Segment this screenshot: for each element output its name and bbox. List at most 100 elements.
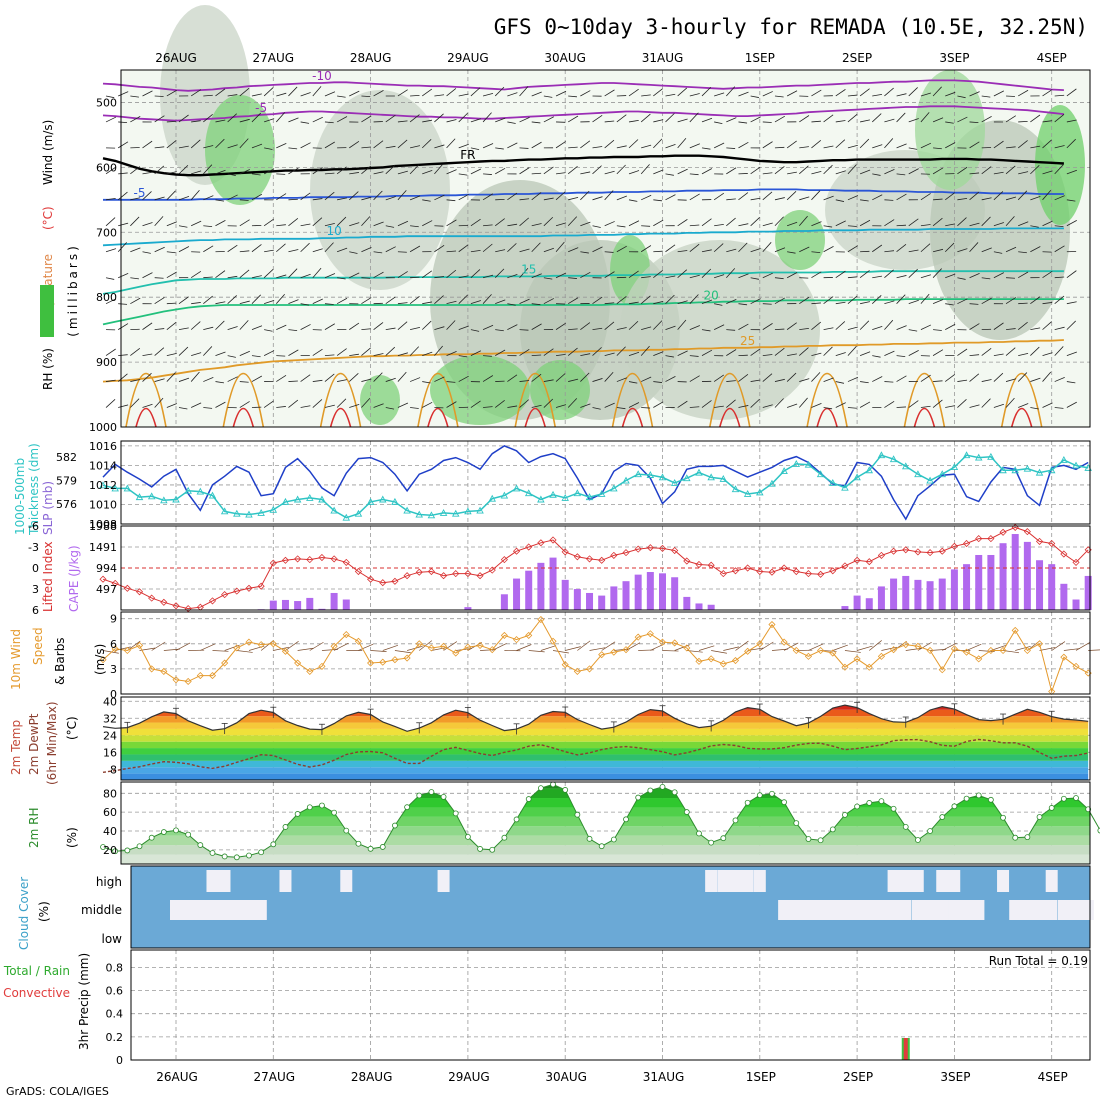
wind-barb (337, 197, 347, 201)
wind-barb (823, 164, 833, 175)
wind-speed-marker (938, 666, 946, 674)
wind-barb (555, 404, 567, 408)
thickness-marker (853, 473, 861, 481)
wind-barb-10m (565, 646, 581, 651)
rh-marker (915, 837, 921, 843)
wind-barb (653, 351, 664, 356)
wind-barb (714, 223, 724, 227)
date-label-bottom: 4SEP (1038, 1070, 1068, 1084)
wind-barb (872, 244, 883, 253)
wind-barb (969, 141, 980, 149)
wind-barb (641, 94, 651, 97)
wind-barb (896, 244, 907, 253)
wind-barb (811, 171, 822, 175)
wind-barb (628, 301, 639, 305)
wind-barb (738, 273, 749, 279)
thickness-marker (768, 479, 776, 487)
wind-barb (507, 274, 518, 279)
date-label-bottom: 28AUG (351, 1070, 393, 1084)
wind-barb (847, 94, 858, 97)
wind-barb (434, 94, 445, 97)
rh-marker (1060, 795, 1067, 802)
wind-barb (628, 139, 639, 149)
y-tick-cape: 497 (96, 583, 117, 596)
rh-marker (452, 810, 459, 817)
wind-barb (920, 193, 931, 201)
rh-line (102, 783, 1100, 858)
cape-bar (975, 554, 983, 610)
cape-bar (525, 570, 533, 610)
wind-speed-marker (962, 648, 971, 656)
wind-barb (957, 116, 968, 123)
rh-marker (246, 852, 252, 859)
wind-barb (507, 303, 516, 306)
wind-barb (798, 397, 808, 408)
wind-barb (458, 143, 469, 149)
wind-barb (859, 138, 870, 149)
y-tick-profile: 600 (96, 161, 117, 174)
wind-speed-marker (464, 643, 472, 651)
wind-barb (592, 225, 601, 228)
thickness-marker (184, 486, 192, 494)
lifted-index-marker (792, 567, 800, 576)
wind-barb (750, 348, 761, 356)
wind-barb (507, 324, 518, 330)
wind-speed-marker (975, 655, 983, 663)
cloud-frame (130, 865, 1091, 949)
thickness-marker (537, 495, 545, 503)
wind-barb (555, 241, 565, 253)
wind-barb-10m (443, 641, 458, 651)
lifted-index-marker (269, 559, 277, 567)
wind-barb (860, 381, 869, 384)
wind-barb (178, 195, 190, 201)
wind-barb (726, 380, 736, 382)
wind-speed-marker (476, 641, 484, 650)
wind-barb (1066, 119, 1077, 123)
wind-barb (166, 120, 177, 123)
wind-barb-10m (200, 643, 216, 651)
wind-barb (677, 300, 688, 305)
wind-barb (422, 381, 431, 384)
temp-band (121, 697, 1090, 703)
wind-barb (933, 380, 943, 382)
wind-barb (896, 173, 906, 176)
cape-bar (561, 579, 569, 610)
wind-barb (1054, 326, 1065, 331)
wind-barb (336, 247, 348, 253)
wind-barb (409, 195, 421, 201)
wind-barb (884, 400, 895, 408)
rh-marker (148, 834, 155, 841)
wind-barb (263, 168, 275, 175)
lifted-index-marker (281, 556, 290, 564)
isotherm-surface-hot (232, 407, 255, 428)
wind-barb (470, 249, 481, 253)
wind-barb (118, 354, 128, 356)
wind-barb (483, 173, 492, 175)
wind-barb (397, 170, 408, 175)
wind-speed-label: Speed (31, 627, 45, 665)
wind-barb (397, 402, 409, 408)
cloud-level-label: low (102, 932, 123, 946)
wind-barb (190, 89, 202, 97)
wind-barb (215, 401, 226, 408)
wind-speed-marker (257, 641, 265, 649)
cape-bar (707, 604, 715, 610)
thickness-marker (841, 483, 849, 491)
wind-barb (835, 170, 846, 175)
date-label-top: 1SEP (745, 51, 775, 65)
wind-barb (446, 300, 457, 305)
wind-barb (251, 93, 262, 97)
wind-barb (969, 121, 979, 124)
wind-barb (920, 112, 930, 123)
wind-barb (677, 168, 688, 175)
wind-barb (434, 244, 445, 253)
wind-barb (397, 251, 407, 253)
wind-barb (458, 173, 468, 176)
wind-barb (604, 251, 614, 253)
wind-barb (300, 192, 311, 201)
wind-barb (154, 165, 165, 175)
wind-barb (239, 381, 249, 383)
wind-speed-marker (768, 620, 776, 629)
y-tick-lifted-index: -6 (28, 520, 39, 533)
thickness-marker (1035, 468, 1044, 476)
